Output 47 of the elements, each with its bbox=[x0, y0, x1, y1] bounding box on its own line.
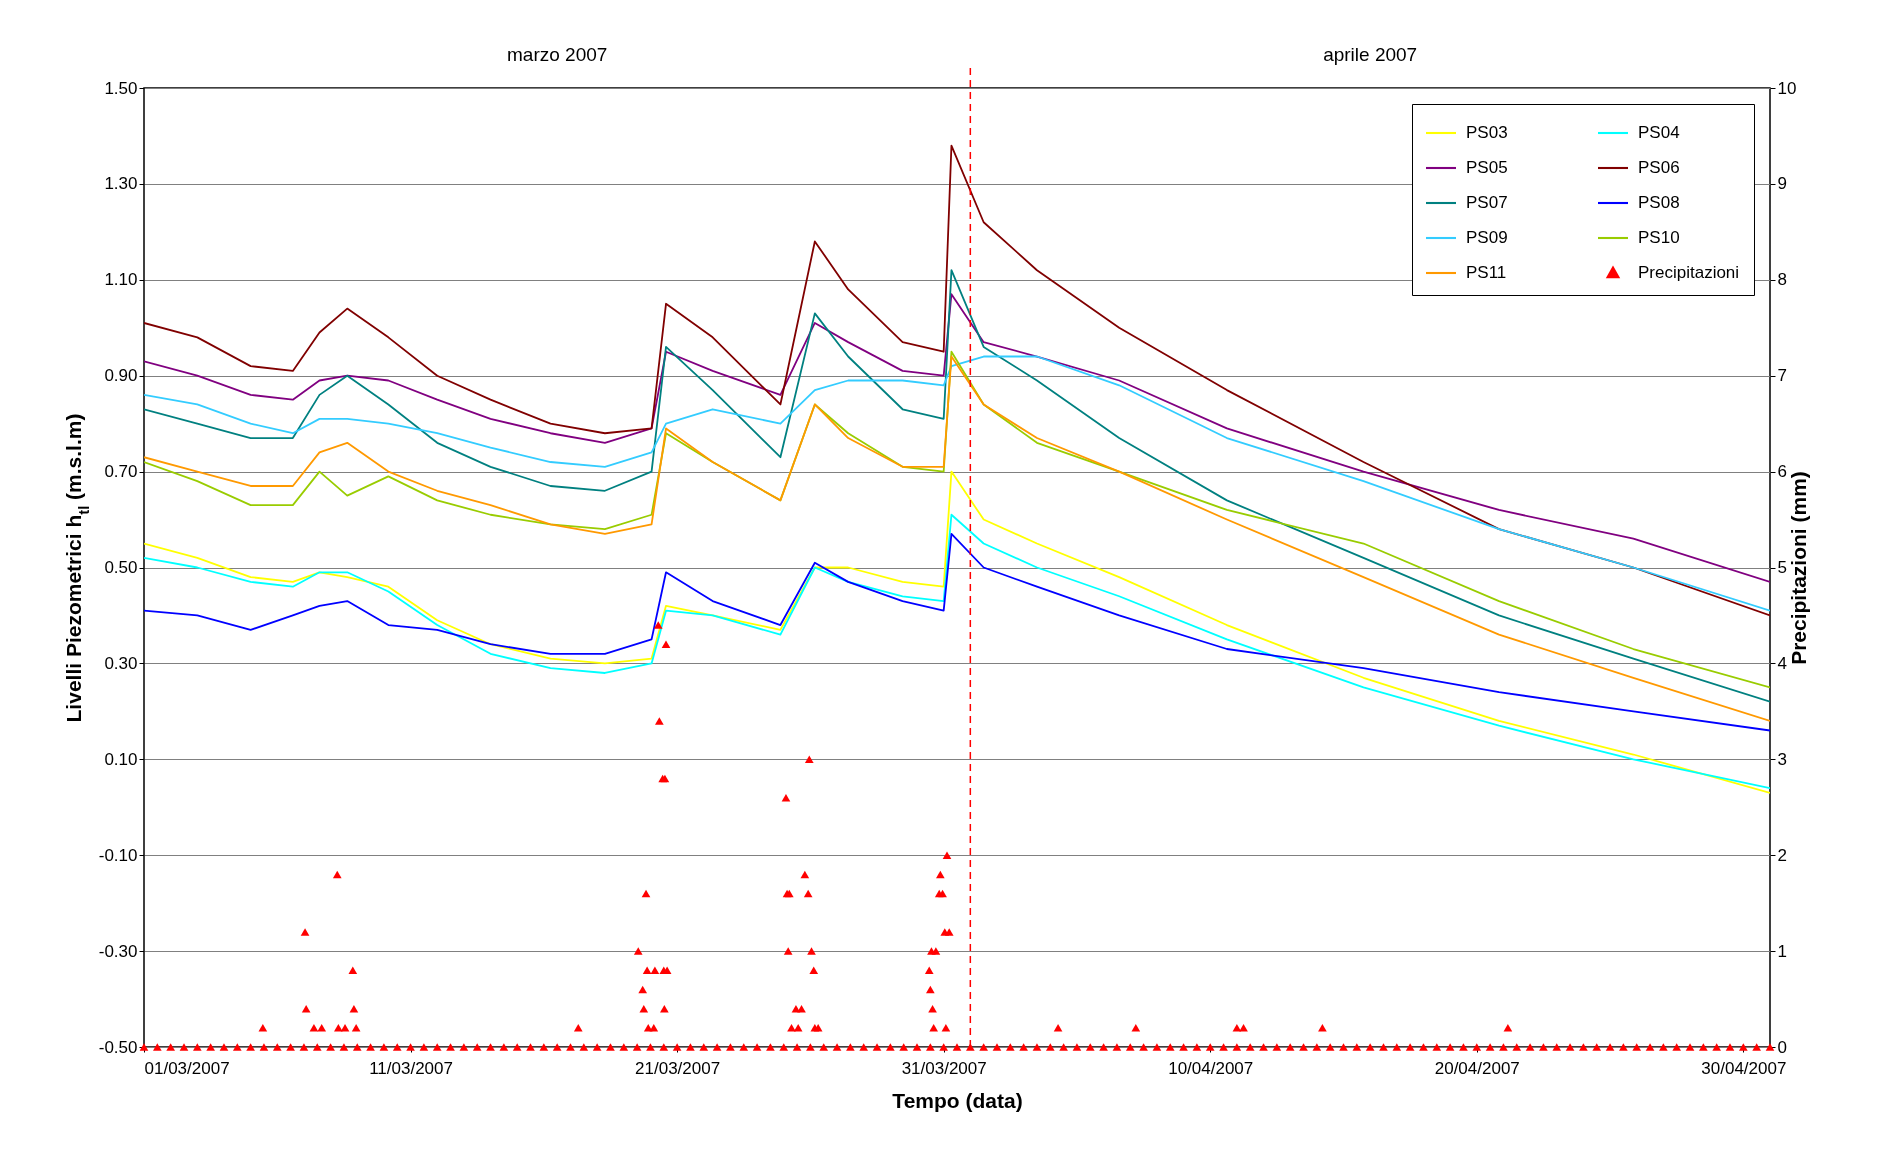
x-tick-label: 01/03/2007 bbox=[144, 1058, 230, 1078]
y2-tick-label: 3 bbox=[1777, 749, 1787, 769]
y2-axis-title: Precipitazioni (mm) bbox=[1787, 471, 1811, 665]
y-tick-label: -0.30 bbox=[98, 941, 138, 961]
text: aprile 2007 bbox=[1323, 44, 1418, 65]
y-tick-label: 1.50 bbox=[104, 78, 138, 98]
line-series bbox=[144, 355, 1770, 612]
y-tick-label: 1.10 bbox=[104, 270, 138, 290]
x-tick-label: 11/03/2007 bbox=[369, 1058, 453, 1078]
line-series bbox=[144, 533, 1770, 732]
legend-label: PS08 bbox=[1638, 193, 1680, 212]
line-series bbox=[144, 144, 1770, 617]
y-tick-label: 0.30 bbox=[104, 653, 138, 673]
y2-tick-label: 1 bbox=[1777, 941, 1787, 961]
x-tick-label: 30/04/2007 bbox=[1701, 1058, 1787, 1078]
x-tick-label: 20/04/2007 bbox=[1434, 1058, 1520, 1078]
y2-tick-label: 8 bbox=[1777, 270, 1787, 290]
legend-label: PS09 bbox=[1466, 228, 1508, 247]
y-tick-label: 1.30 bbox=[104, 174, 138, 194]
legend-label: PS05 bbox=[1466, 158, 1508, 177]
y2-tick-label: 4 bbox=[1777, 653, 1787, 673]
legend-label: PS11 bbox=[1466, 263, 1507, 282]
y2-tick-label: 9 bbox=[1777, 174, 1787, 194]
y2-tick-label: 7 bbox=[1777, 366, 1787, 386]
y2-tick-label: 0 bbox=[1777, 1037, 1787, 1057]
y-tick-label: 0.90 bbox=[104, 366, 138, 386]
x-axis-title: Tempo (data) bbox=[892, 1088, 1023, 1112]
legend-label: PS03 bbox=[1466, 123, 1508, 142]
x-tick-label: 21/03/2007 bbox=[635, 1058, 721, 1078]
line-series bbox=[144, 293, 1770, 583]
y2-tick-label: 5 bbox=[1777, 558, 1787, 577]
y-tick-label: 0.50 bbox=[104, 558, 138, 577]
y-tick-label: 0.10 bbox=[104, 749, 138, 769]
legend-label: PS04 bbox=[1638, 123, 1680, 142]
y2-tick-label: 6 bbox=[1777, 462, 1787, 482]
y-tick-label: 0.70 bbox=[104, 462, 138, 482]
legend-label: Precipitazioni bbox=[1638, 263, 1740, 282]
y-tick-label: -0.10 bbox=[98, 845, 138, 865]
y2-tick-label: 2 bbox=[1777, 845, 1787, 865]
legend-label: PS07 bbox=[1466, 193, 1508, 212]
legend-label: PS06 bbox=[1638, 158, 1680, 177]
y2-tick-label: 10 bbox=[1777, 78, 1797, 98]
legend-label: PS10 bbox=[1638, 228, 1680, 247]
x-tick-label: 31/03/2007 bbox=[901, 1058, 987, 1078]
text: marzo 2007 bbox=[506, 44, 608, 65]
x-tick-label: 10/04/2007 bbox=[1168, 1058, 1254, 1078]
y-tick-label: -0.50 bbox=[98, 1037, 138, 1057]
